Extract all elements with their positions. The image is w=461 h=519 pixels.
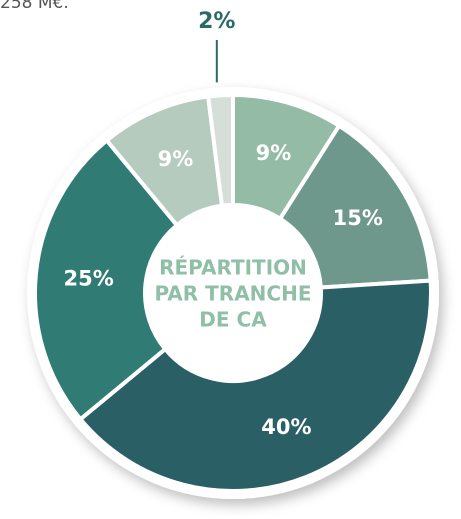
center-title: DE CA <box>199 308 267 332</box>
donut-hole <box>147 207 319 379</box>
value-label: 9% <box>158 147 194 171</box>
value-label: 40% <box>261 415 311 439</box>
center-title: PAR TRANCHE <box>154 282 311 306</box>
note: 258 M€. <box>0 0 69 13</box>
value-label: 2% <box>198 9 235 34</box>
value-label: 15% <box>333 206 383 230</box>
donut-segment <box>205 92 235 208</box>
center-title: RÉPARTITION <box>159 256 307 280</box>
donut-segment <box>33 137 180 423</box>
value-label: 9% <box>256 141 292 165</box>
value-label: 25% <box>64 266 114 290</box>
donut-segment <box>77 278 433 493</box>
donut-segment <box>277 123 433 290</box>
